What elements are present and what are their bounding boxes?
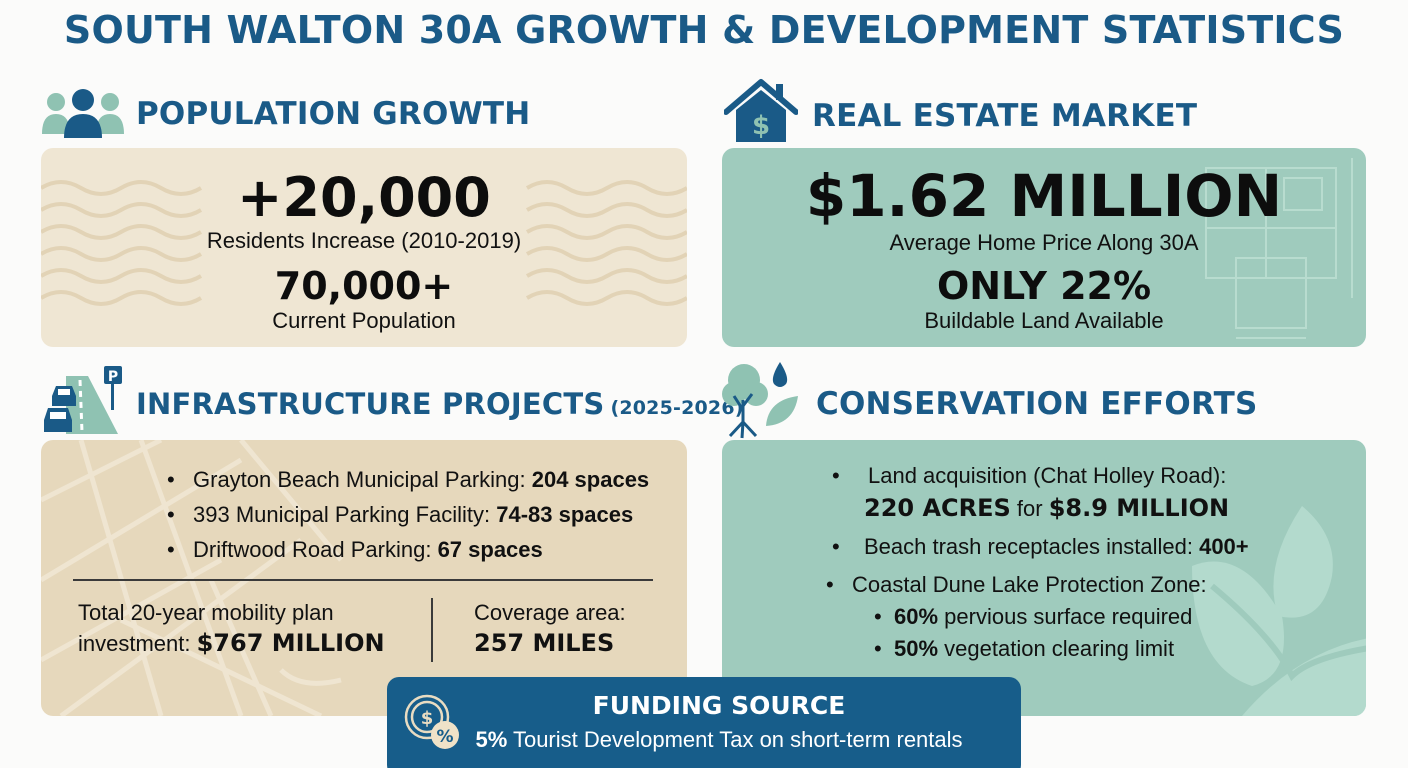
infrastructure-heading-text: INFRASTRUCTURE PROJECTS <box>136 387 605 421</box>
section-title-conservation: CONSERVATION EFFORTS <box>816 386 1258 422</box>
parking-project-item: • Grayton Beach Municipal Parking: 204 sp… <box>167 467 650 492</box>
street-map-decoration <box>41 440 343 716</box>
section-title-infrastructure: INFRASTRUCTURE PROJECTS (2025-2026) <box>136 387 744 421</box>
parking-projects-list: • Grayton Beach Municipal Parking: 204 sp… <box>167 462 649 567</box>
divider-horizontal <box>73 579 653 581</box>
mobility-investment: Total 20-year mobility plan investment: … <box>78 598 385 659</box>
average-home-price-label: Average Home Price Along 30A <box>889 230 1199 255</box>
buildable-land-label: Buildable Land Available <box>924 308 1164 333</box>
coverage-label: Coverage area: <box>474 600 626 625</box>
land-acquisition-detail: 220 ACRES for $8.9 MILLION <box>864 494 1230 522</box>
divider-vertical <box>431 598 433 662</box>
road-parking-icon: P <box>44 366 122 434</box>
house-dollar-icon: $ <box>724 79 798 142</box>
population-card: +20,000 Residents Increase (2010-2019) 7… <box>41 148 687 347</box>
svg-text:$: $ <box>752 111 770 141</box>
current-population-label: Current Population <box>272 308 456 333</box>
funding-detail: 5% Tourist Development Tax on short-term… <box>475 727 963 752</box>
section-header-population: POPULATION GROWTH <box>42 88 530 140</box>
real-estate-card: $1.62 MILLION Average Home Price Along 3… <box>722 148 1366 347</box>
conservation-card: • Land acquisition (Chat Holley Road): 22… <box>722 440 1366 716</box>
tree-water-leaf-icon <box>722 362 798 439</box>
trash-receptacles-item: • Beach trash receptacles installed: 400+ <box>832 534 1249 559</box>
protection-zone-item: • Coastal Dune Lake Protection Zone: <box>826 572 1207 597</box>
protection-zone-subitem: • 50% vegetation clearing limit <box>874 636 1175 661</box>
page-title: SOUTH WALTON 30A GROWTH & DEVELOPMENT ST… <box>63 8 1345 52</box>
residents-increase-label: Residents Increase (2010-2019) <box>206 228 522 253</box>
section-header-conservation: CONSERVATION EFFORTS <box>722 360 1258 440</box>
coin-percent-icon: $ % <box>404 694 459 749</box>
section-header-real-estate: $ REAL ESTATE MARKET <box>724 78 1197 144</box>
conservation-list: • Land acquisition (Chat Holley Road): 22… <box>826 460 1249 665</box>
infrastructure-card: • Grayton Beach Municipal Parking: 204 sp… <box>41 440 687 716</box>
funding-source-banner: $ % FUNDING SOURCE 5% Tourist Developmen… <box>387 677 1021 768</box>
parking-project-item: • 393 Municipal Parking Facility: 74-83 s… <box>167 502 634 527</box>
svg-text:$: $ <box>421 708 434 729</box>
svg-text:P: P <box>108 369 118 385</box>
section-header-infrastructure: P INFRASTRUCTURE PROJECTS (2025-2026) <box>44 366 744 436</box>
residents-increase-value: +20,000 <box>237 166 491 229</box>
leaf-decoration <box>1192 506 1366 716</box>
floorplan-decoration <box>1205 158 1353 339</box>
funding-heading: FUNDING SOURCE <box>592 691 846 720</box>
wave-pattern-decoration <box>41 180 687 306</box>
land-acquisition-item: • Land acquisition (Chat Holley Road): <box>832 463 1227 488</box>
investment-label-line1: Total 20-year mobility plan <box>78 600 334 625</box>
people-group-icon <box>42 89 124 138</box>
buildable-land-value: ONLY 22% <box>936 264 1152 308</box>
current-population-value: 70,000+ <box>274 264 454 308</box>
investment-value: $767 MILLION <box>196 629 385 657</box>
average-home-price-value: $1.62 MILLION <box>805 162 1283 230</box>
svg-text:%: % <box>436 727 453 747</box>
section-title-real-estate: REAL ESTATE MARKET <box>812 98 1198 134</box>
protection-zone-subitem: • 60% pervious surface required <box>874 604 1193 629</box>
section-title-population: POPULATION GROWTH <box>136 96 531 132</box>
parking-project-item: • Driftwood Road Parking: 67 spaces <box>167 537 543 562</box>
coverage-value: 257 MILES <box>474 629 615 657</box>
infrastructure-heading-years: (2025-2026) <box>610 397 744 419</box>
investment-label-line2: investment: $767 MILLION <box>78 629 385 657</box>
coverage-area: Coverage area: 257 MILES <box>474 598 626 658</box>
